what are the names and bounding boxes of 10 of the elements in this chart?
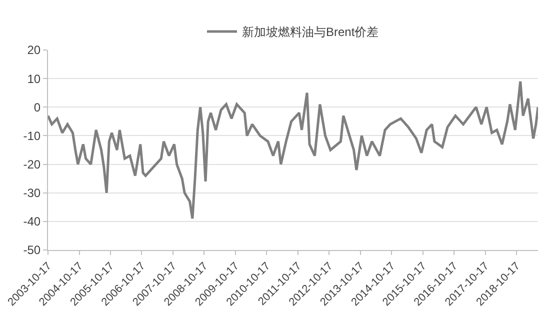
y-tick-label: -20 xyxy=(23,157,41,172)
y-tick-label: 0 xyxy=(34,100,41,114)
legend-label: 新加坡燃料油与Brent价差 xyxy=(242,25,379,40)
y-tick-label: -30 xyxy=(23,186,41,200)
y-tick-label: -50 xyxy=(23,243,41,258)
y-tick-label: 20 xyxy=(27,43,41,58)
line-series xyxy=(48,80,538,220)
y-tick-label: -40 xyxy=(23,214,41,229)
y-tick-label: 10 xyxy=(27,72,41,86)
y-tick-label: -10 xyxy=(23,128,41,143)
